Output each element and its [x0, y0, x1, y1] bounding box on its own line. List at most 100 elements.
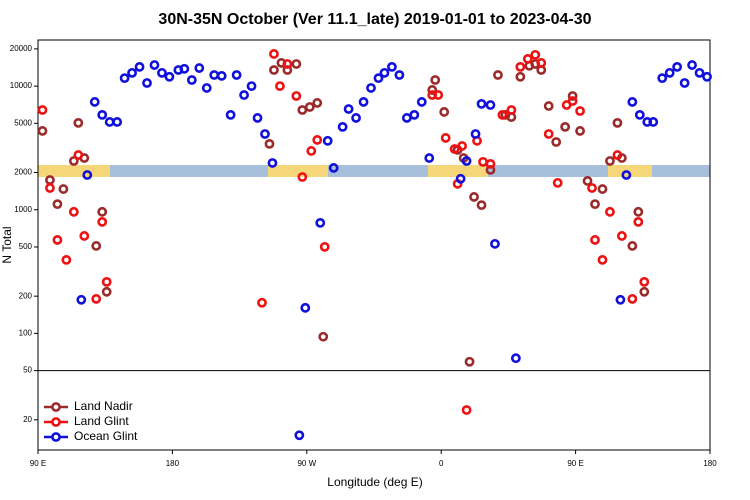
point	[522, 53, 533, 64]
point	[461, 156, 472, 166]
point	[373, 73, 384, 84]
point	[337, 121, 348, 132]
point	[282, 59, 293, 69]
legend-label: Land Glint	[74, 414, 129, 428]
point	[409, 109, 420, 120]
point	[73, 118, 84, 128]
point	[515, 71, 526, 82]
point	[543, 129, 554, 139]
point	[627, 97, 638, 107]
point	[61, 255, 72, 265]
point	[239, 90, 249, 100]
point	[112, 117, 123, 127]
point	[493, 70, 503, 80]
y-axis-label: N Total	[0, 226, 14, 263]
point	[134, 62, 145, 72]
band-yellow	[268, 165, 328, 177]
point	[267, 158, 278, 168]
point	[616, 231, 627, 241]
point	[657, 73, 668, 84]
point	[201, 83, 212, 93]
point	[664, 67, 675, 78]
point	[297, 105, 308, 115]
plot-frame	[37, 39, 711, 451]
band-blue	[38, 165, 710, 177]
x-tick-label: 0	[439, 459, 444, 468]
point	[394, 70, 405, 80]
x-tick-label: 90 E	[30, 459, 46, 468]
point	[91, 241, 102, 251]
point	[627, 294, 638, 304]
series	[37, 49, 650, 415]
point	[209, 70, 220, 80]
point	[427, 85, 438, 95]
point	[469, 192, 479, 202]
point	[119, 73, 130, 84]
y-tick-label: 20000	[10, 44, 33, 53]
point	[612, 150, 623, 160]
point	[634, 109, 645, 120]
point	[597, 255, 608, 265]
point	[464, 356, 475, 367]
point	[319, 241, 330, 252]
y-tick-label: 5000	[14, 118, 32, 127]
point	[127, 67, 137, 78]
point	[37, 105, 48, 115]
point	[68, 206, 79, 217]
point	[401, 113, 412, 123]
point	[291, 59, 302, 69]
point	[457, 141, 468, 151]
legend-marker	[51, 417, 61, 427]
point	[52, 199, 63, 210]
point	[639, 276, 650, 287]
x-tick-label: 180	[703, 459, 717, 468]
point	[597, 184, 608, 194]
legend-label: Land Nadir	[74, 399, 133, 413]
point	[567, 91, 578, 101]
series	[76, 60, 712, 441]
point	[157, 67, 167, 78]
point	[439, 107, 450, 117]
point	[164, 71, 175, 82]
point	[97, 109, 108, 120]
point	[97, 206, 108, 217]
coverage-band	[38, 165, 710, 177]
y-tick-label: 100	[19, 329, 33, 338]
point	[639, 286, 650, 297]
y-tick-label: 20	[23, 415, 32, 424]
point	[260, 129, 270, 139]
point	[506, 105, 517, 115]
legend-label: Ocean Glint	[74, 429, 138, 443]
point	[470, 129, 481, 139]
point	[315, 217, 326, 228]
point	[275, 81, 285, 92]
y-tick-label: 500	[19, 242, 33, 251]
point	[587, 183, 597, 193]
point	[269, 49, 279, 59]
series	[37, 58, 650, 367]
point	[68, 156, 79, 166]
point	[358, 97, 369, 107]
y-tick-label: 200	[19, 291, 33, 300]
point	[186, 75, 197, 85]
point	[536, 58, 547, 68]
point	[515, 62, 526, 72]
point	[490, 238, 500, 249]
point	[304, 102, 315, 112]
point	[552, 177, 563, 188]
point	[318, 331, 329, 342]
point	[101, 276, 112, 287]
point	[79, 231, 90, 241]
point	[149, 60, 160, 70]
point	[142, 78, 152, 88]
x-tick-label: 90 E	[567, 459, 583, 468]
point	[560, 121, 571, 132]
point	[476, 200, 487, 211]
point	[101, 286, 112, 297]
point	[424, 153, 435, 163]
point	[179, 63, 190, 74]
band-yellow	[428, 165, 488, 177]
point	[672, 62, 683, 72]
point	[694, 67, 705, 78]
